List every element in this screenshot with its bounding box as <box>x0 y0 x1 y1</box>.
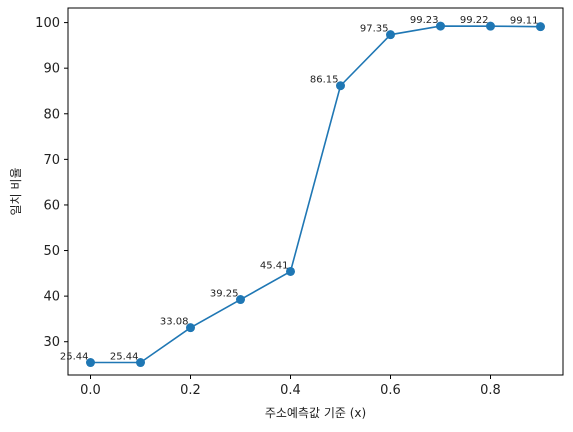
data-label: 33.08 <box>160 317 189 328</box>
data-points <box>86 21 545 368</box>
data-label: 25.44 <box>60 352 89 363</box>
data-point <box>486 21 495 31</box>
data-point <box>136 358 145 368</box>
x-tick-label: 0.0 <box>80 383 101 398</box>
data-point <box>86 358 95 368</box>
data-point <box>386 30 395 40</box>
x-tick-label: 0.8 <box>480 383 501 398</box>
data-point <box>336 81 345 91</box>
y-tick-label: 50 <box>43 244 60 259</box>
y-tick-label: 30 <box>43 335 60 350</box>
data-point <box>536 22 545 32</box>
data-label: 97.35 <box>360 24 389 35</box>
x-tick-label: 0.6 <box>380 383 401 398</box>
data-label: 99.11 <box>510 16 539 27</box>
y-tick-label: 60 <box>43 198 60 213</box>
data-point <box>186 323 195 333</box>
plot-area <box>67 7 564 376</box>
y-axis-label: 일치 비율 <box>9 168 23 216</box>
data-label: 45.41 <box>260 260 289 271</box>
data-point <box>286 266 295 276</box>
y-tick-label: 80 <box>43 107 60 122</box>
x-tick-label: 0.2 <box>180 383 201 398</box>
x-tick-label: 0.4 <box>280 383 301 398</box>
x-axis-label: 주소예측값 기준 (x) <box>265 406 366 420</box>
data-label: 25.44 <box>110 352 139 363</box>
series-line <box>90 25 541 364</box>
y-tick-label: 100 <box>35 16 60 31</box>
y-tick-label: 70 <box>43 153 60 168</box>
data-label: 99.22 <box>460 15 489 26</box>
data-label: 39.25 <box>210 289 239 300</box>
y-axis: 30 40 50 60 70 80 90 100 <box>35 16 68 350</box>
y-tick-label: 40 <box>43 290 60 305</box>
y-tick-label: 90 <box>43 62 60 77</box>
data-labels: 25.44 25.44 33.08 39.25 45.41 86.15 97.35 99.23… <box>60 15 539 362</box>
data-label: 99.23 <box>410 15 439 26</box>
data-label: 86.15 <box>310 75 339 86</box>
data-point <box>436 21 445 31</box>
x-axis: 0.0 0.2 0.4 0.6 0.8 <box>80 375 501 398</box>
data-point <box>236 295 245 305</box>
